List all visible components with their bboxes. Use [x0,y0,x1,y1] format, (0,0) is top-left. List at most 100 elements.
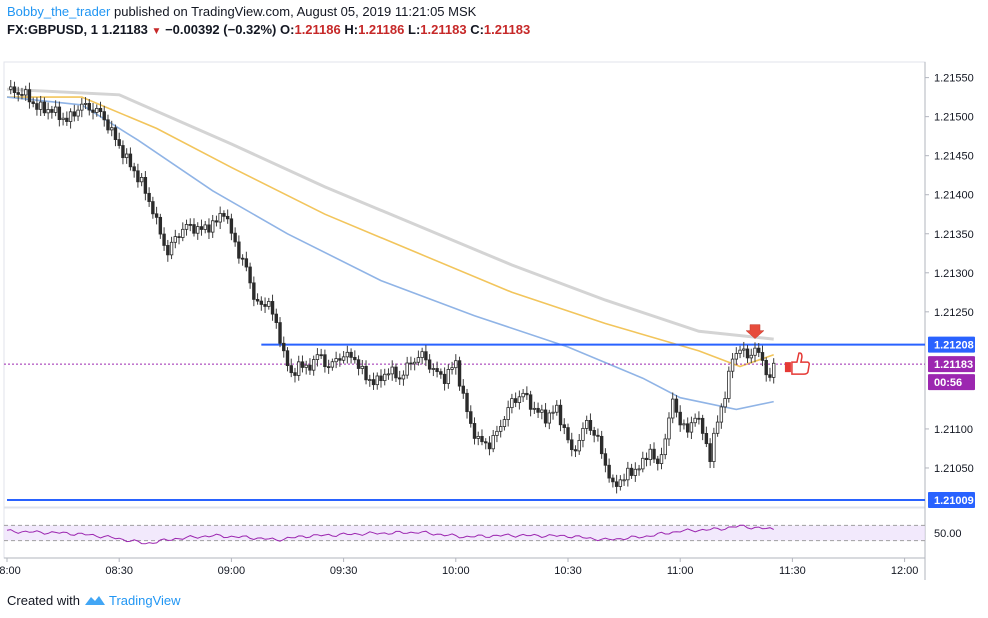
candle-body [457,360,462,387]
candle-body [573,449,578,452]
candle-body [528,394,533,410]
countdown-tag-bg [928,374,975,391]
ma-slow-line [6,87,774,341]
level-price-tag-2: 1.21009 [934,495,974,507]
candle-body [614,481,619,487]
candle-body [637,468,641,471]
candle-body [397,377,402,380]
down-triangle-icon: ▼ [151,26,162,37]
tradingview-link[interactable]: TradingView [109,593,181,608]
candle-body [368,379,372,381]
candle-body [611,477,615,483]
candle-body [401,374,406,380]
close-label: C: [470,22,484,37]
down-arrow-icon [745,324,765,339]
author-link[interactable]: Bobby_the_trader [7,4,111,19]
ma-fast-line [6,96,774,411]
candle-body [678,411,682,426]
candle-body [712,432,716,462]
candle-body [274,313,278,323]
candle-body [566,427,570,441]
candle-body [734,353,738,360]
candle-body [330,361,335,368]
candle-body [300,361,305,368]
thumb-cuff [784,362,791,373]
candle-body [394,366,398,379]
candle-body [270,301,275,315]
candle-body [323,354,327,368]
rsi-line [6,524,774,545]
candle-body [9,86,13,90]
candle-body [577,439,581,452]
candle-body [405,362,409,376]
candle-body [719,406,724,423]
candle-body [547,412,551,424]
candle-body [757,347,761,353]
price-axis[interactable]: 1.21550 1.21500 1.21450 1.21400 1.21350 1.213… [925,73,975,508]
candle-body [412,361,417,365]
rsi-band [4,525,925,541]
candle-body [203,224,207,230]
candle-body [439,371,443,375]
candle-body [240,257,245,260]
time-tick-label: 09:30 [330,565,358,577]
candle-body [158,216,163,235]
time-tick-label: 10:00 [442,565,470,577]
candle-body [450,367,454,370]
candle-body [772,362,776,378]
candle-body [416,357,421,363]
candle-body [753,347,757,356]
time-axis[interactable]: 08:00 08:30 09:00 09:30 10:00 10:30 11:00 11:30… [0,558,918,577]
candle-body [91,109,95,113]
price-tick-label: 1.21550 [934,73,974,85]
candle-body [285,350,290,367]
candle-body [379,375,383,382]
candle-body [652,448,656,460]
candle-body [491,435,495,450]
candle-body [38,101,43,110]
candle-body [435,368,439,373]
candle-body [730,358,735,372]
candle-body [117,139,121,146]
candle-body [592,430,596,436]
candle-body [708,443,712,462]
candle-body [585,420,589,429]
candle-body [188,224,192,226]
candle-body [229,218,234,234]
candle-body [35,103,39,110]
candle-body [16,92,20,95]
candle-body [689,422,694,433]
candle-body [581,428,585,441]
candle-body [154,213,159,218]
candle-body [738,349,742,354]
candle-body [562,424,566,428]
candle-body [255,298,260,302]
candle-body [674,398,679,413]
candle-body [409,362,413,365]
time-tick-label: 11:30 [779,565,806,577]
candle-body [132,166,136,172]
candle-body [618,479,623,487]
candle-body [663,438,667,456]
candle-body [502,419,507,427]
high-value: 1.21186 [358,22,405,37]
candle-body [532,407,537,410]
candle-body [420,351,424,358]
candle-body [113,127,118,140]
horizontal-levels[interactable] [4,343,925,501]
candle-body [667,417,671,440]
candle-body [480,435,484,443]
published-text: published on TradingView.com, August 05,… [113,4,477,19]
candle-body [607,464,611,479]
candle-body [540,409,544,413]
time-tick-label: 08:00 [0,565,21,577]
time-tick-label: 09:00 [218,565,246,577]
current-price-tag: 1.21183 [934,359,973,371]
candle-body [536,407,540,413]
candle-body [263,304,267,307]
candle-body [76,109,80,117]
candle-body [345,351,350,358]
candle-body [383,373,387,382]
candle-body [128,153,133,168]
